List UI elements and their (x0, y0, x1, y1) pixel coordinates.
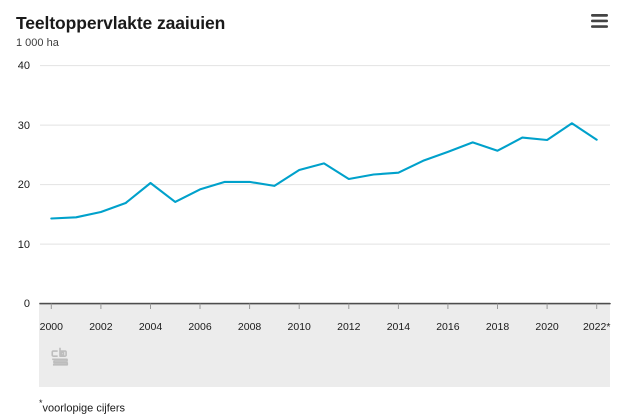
svg-text:2004: 2004 (139, 321, 163, 333)
svg-text:2002: 2002 (89, 321, 113, 333)
svg-text:2018: 2018 (486, 321, 510, 333)
svg-text:2000: 2000 (40, 321, 64, 333)
svg-text:20: 20 (18, 179, 30, 191)
svg-text:2022*: 2022* (583, 321, 610, 333)
svg-text:2010: 2010 (288, 321, 312, 333)
svg-text:2014: 2014 (387, 321, 411, 333)
svg-text:40: 40 (18, 60, 30, 72)
svg-text:0: 0 (24, 298, 30, 310)
svg-text:2016: 2016 (436, 321, 460, 333)
svg-text:2008: 2008 (238, 321, 262, 333)
svg-text:30: 30 (18, 120, 30, 132)
svg-text:2006: 2006 (188, 321, 212, 333)
svg-text:2012: 2012 (337, 321, 361, 333)
svg-text:2020: 2020 (535, 321, 559, 333)
svg-text:10: 10 (18, 239, 30, 251)
